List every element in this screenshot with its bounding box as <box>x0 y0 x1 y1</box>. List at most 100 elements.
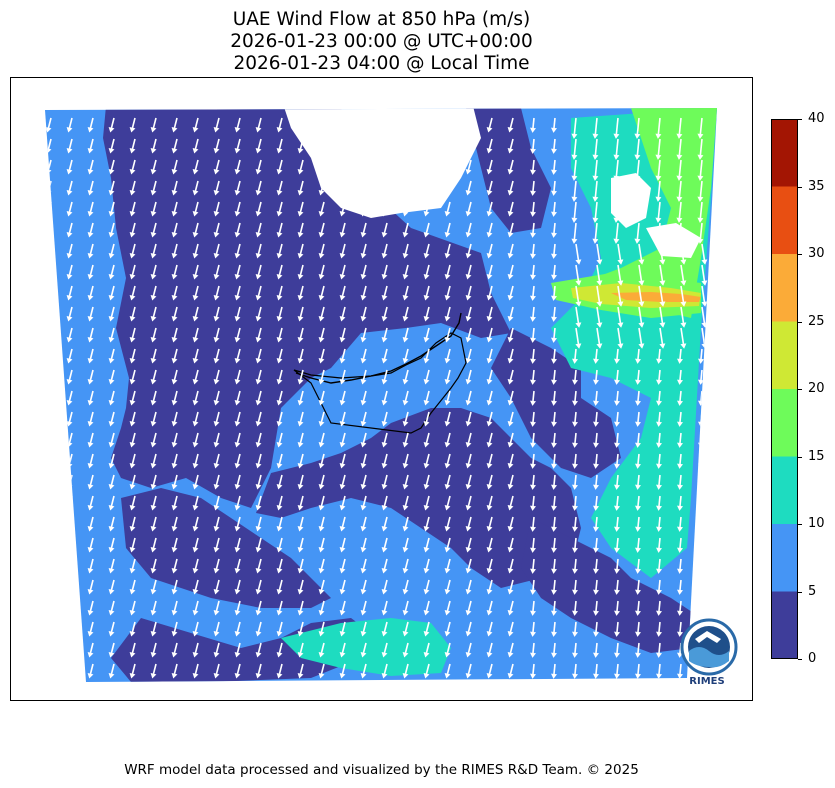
wind-arrow <box>173 390 178 403</box>
wind-arrow-head <box>381 630 388 637</box>
wind-arrow-head <box>465 210 472 217</box>
wind-arrow-head <box>530 526 536 532</box>
wind-arrow-head <box>381 126 388 133</box>
wind-arrow-head <box>360 210 367 217</box>
wind-arrow-head <box>276 378 283 385</box>
wind-arrow-head <box>318 357 325 364</box>
wind-arrow-head <box>486 189 493 196</box>
wind-arrow-head <box>234 210 241 217</box>
wind-arrow <box>110 159 115 172</box>
wind-arrow-head <box>423 651 430 658</box>
wind-arrow-head <box>255 651 262 658</box>
wind-arrow-head <box>87 168 94 175</box>
wind-arrow-head <box>318 609 325 616</box>
wind-arrow-head <box>507 231 514 238</box>
wind-arrow-head <box>45 483 52 490</box>
wind-arrow-head <box>596 322 603 328</box>
wind-arrow-head <box>507 462 514 469</box>
wind-arrow-head <box>171 420 178 427</box>
wind-arrow-head <box>150 567 157 574</box>
wind-arrow-head <box>45 504 52 511</box>
wind-arrow-head <box>360 168 367 175</box>
wind-arrow <box>299 159 304 172</box>
wind-arrow-head <box>318 420 325 427</box>
wind-arrow-head <box>87 126 94 133</box>
wind-arrow-head <box>129 672 136 679</box>
wind-arrow-head <box>381 315 388 322</box>
wind-arrow-head <box>234 609 241 616</box>
wind-arrow-head <box>423 357 430 364</box>
wind-arrow-head <box>234 504 241 511</box>
wind-arrow-head <box>551 400 557 406</box>
wind-arrow-head <box>255 294 262 301</box>
wind-arrow-head <box>318 147 325 154</box>
wind-arrow-head <box>150 210 157 217</box>
wind-arrow-head <box>108 126 115 133</box>
wind-arrow <box>236 264 241 277</box>
wind-arrow <box>615 222 619 241</box>
masked-area-east <box>611 173 651 228</box>
wind-arrow <box>638 285 643 304</box>
wind-arrow-head <box>572 463 578 469</box>
wind-arrow-head <box>530 484 536 490</box>
wind-arrow-head <box>297 294 304 301</box>
max-wind-core <box>611 292 701 302</box>
wind-arrow-head <box>129 483 136 490</box>
wind-arrow-head <box>572 547 578 553</box>
wind-arrow-head <box>213 441 220 448</box>
wind-arrow-head <box>381 504 388 511</box>
wind-arrow-head <box>171 336 178 343</box>
wind-arrow-head <box>575 280 582 286</box>
wind-arrow <box>680 285 685 304</box>
wind-arrow <box>659 327 664 346</box>
wind-arrow-head <box>423 462 430 469</box>
wind-arrow-head <box>87 567 94 574</box>
wind-arrow-head <box>108 630 115 637</box>
wind-arrow-head <box>551 631 557 637</box>
wind-arrow <box>47 243 52 256</box>
wind-arrow <box>636 201 640 220</box>
wind-arrow-head <box>339 126 346 133</box>
wind-arrow <box>215 348 220 361</box>
wind-arrow-head <box>596 259 603 265</box>
wind-arrow <box>68 621 73 634</box>
wind-arrow <box>678 201 682 220</box>
wind-arrow-head <box>213 168 220 175</box>
wind-arrow-head <box>575 343 582 349</box>
wind-arrow <box>173 579 178 592</box>
wind-arrow-head <box>613 238 620 244</box>
wind-arrow <box>467 138 472 151</box>
wind-arrow-head <box>596 280 603 286</box>
wind-arrow-head <box>593 358 599 364</box>
wind-arrow-head <box>530 169 536 175</box>
wind-arrow-head <box>381 357 388 364</box>
wind-arrow-head <box>551 484 557 490</box>
wind-arrow-head <box>234 462 241 469</box>
wind-arrow-head <box>108 504 115 511</box>
wind-arrow <box>257 138 262 151</box>
wind-arrow-head <box>635 526 641 532</box>
wind-arrow-head <box>213 609 220 616</box>
wind-arrow-head <box>381 378 388 385</box>
wind-arrow-head <box>192 399 199 406</box>
wind-arrow <box>236 285 241 298</box>
wind-arrow-head <box>150 399 157 406</box>
wind-arrow-head <box>192 252 199 259</box>
wind-arrow <box>173 117 178 130</box>
wind-arrow-head <box>486 273 493 280</box>
wind-arrow-head <box>423 504 430 511</box>
wind-arrow-head <box>507 525 514 532</box>
wind-arrow <box>68 180 73 193</box>
wind-arrow-head <box>276 399 283 406</box>
wind-arrow-head <box>402 630 409 637</box>
wind-arrow-head <box>697 238 704 244</box>
wind-arrow-head <box>444 525 451 532</box>
wind-arrow-head <box>276 231 283 238</box>
wind-arrow-head <box>255 588 262 595</box>
colorbar-tick-label: 25 <box>808 313 825 329</box>
wind-arrow-head <box>150 378 157 385</box>
wind-arrow-head <box>571 217 578 223</box>
wind-arrow <box>341 264 346 277</box>
wind-arrow-head <box>635 610 641 616</box>
wind-arrow <box>404 306 409 319</box>
